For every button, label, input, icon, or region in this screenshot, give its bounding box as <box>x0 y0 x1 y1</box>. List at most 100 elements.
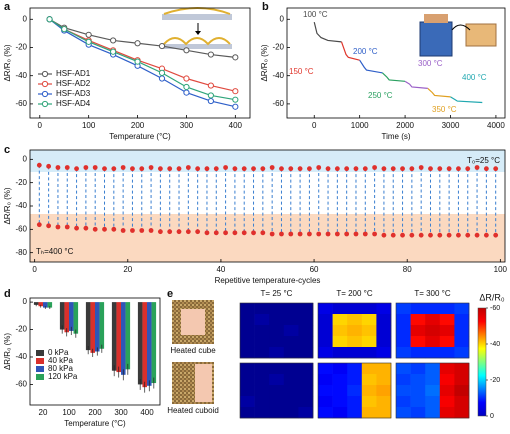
x-tick-label: 2000 <box>396 121 414 130</box>
y-axis-label: ΔR/R₀ (%) <box>3 333 12 370</box>
heatmap-cell <box>298 325 314 337</box>
heatmap-cell <box>240 407 255 419</box>
heatmap-cell <box>254 363 270 375</box>
data-point <box>102 226 107 232</box>
data-point <box>232 230 238 236</box>
data-point <box>158 69 166 76</box>
data-point <box>61 26 68 33</box>
data-point <box>120 228 126 233</box>
heatmap-cell <box>332 336 348 348</box>
heatmap-cell <box>332 396 348 408</box>
heatmap-cell <box>361 303 377 315</box>
heatmap-cell <box>439 347 455 359</box>
heatmap-cell <box>269 385 285 397</box>
x-tick-label: 20 <box>123 265 132 274</box>
data-point <box>446 232 452 238</box>
heatmap-cell <box>425 314 441 326</box>
data-point <box>269 165 275 170</box>
curve-annotation: 350 °C <box>432 105 457 114</box>
heatmap-cell <box>410 347 426 359</box>
heatmap-cell <box>332 347 348 359</box>
heatmap-cell <box>376 347 392 359</box>
heatmap-cell <box>318 314 333 326</box>
heatmap-cell <box>396 325 411 337</box>
heatmap-cell <box>410 385 426 397</box>
x-tick-label: 200 <box>88 408 102 417</box>
curve-annotation: 250 °C <box>368 91 393 100</box>
data-point <box>55 165 61 170</box>
bar <box>90 302 95 353</box>
heatmap-cell <box>396 407 411 419</box>
data-point <box>134 58 141 65</box>
heatmap-cell <box>454 396 470 408</box>
data-point <box>46 16 53 23</box>
data-point <box>111 166 117 172</box>
data-point <box>183 47 190 54</box>
bar <box>69 302 74 331</box>
heatmap-cell <box>439 385 455 397</box>
legend-swatch <box>36 350 44 356</box>
bar <box>151 302 157 384</box>
heatmap-cell <box>376 325 392 337</box>
data-point <box>307 231 312 237</box>
heatmap-cell <box>240 303 255 315</box>
heatmap-cell <box>376 374 392 386</box>
heatmap-cell <box>269 363 285 375</box>
x-tick-label: 60 <box>310 265 319 274</box>
heatmap-cell <box>240 347 255 359</box>
heatmap-cell <box>410 396 426 408</box>
x-axis-label: Repetitive temperature-cycles <box>215 276 321 285</box>
legend-marker <box>41 80 49 88</box>
bar <box>137 302 143 385</box>
y-tick-label: 0 <box>23 154 28 163</box>
heatmap-cell <box>283 336 299 348</box>
bar <box>125 302 131 370</box>
photo-cube <box>172 300 214 344</box>
panel-label: c <box>4 144 10 156</box>
x-tick-label: 3000 <box>442 121 460 130</box>
heatmap-cell <box>254 325 270 337</box>
data-point <box>157 229 163 235</box>
data-point <box>456 166 461 172</box>
data-point <box>157 166 163 172</box>
data-point <box>204 230 210 236</box>
series-line <box>313 21 342 43</box>
data-point <box>316 165 322 170</box>
bar <box>95 302 100 352</box>
heatmap-cell <box>254 407 270 419</box>
data-point <box>279 166 284 172</box>
heatmap-cell <box>454 385 470 397</box>
data-point <box>148 228 154 233</box>
heatmap-cell <box>298 303 314 315</box>
curve-annotation: 300 °C <box>418 59 443 68</box>
data-point <box>92 226 98 232</box>
data-point <box>64 165 70 170</box>
heatmap-cell <box>318 336 333 348</box>
x-tick-label: 0 <box>312 121 317 130</box>
bar <box>47 302 53 308</box>
y-axis-label: ΔR/R₀ (%) <box>3 187 12 224</box>
data-point <box>195 166 201 172</box>
heatmap-cell <box>332 407 348 419</box>
y-tick-label: -20 <box>15 325 27 334</box>
heatmap-cell <box>332 385 348 397</box>
data-point <box>111 226 117 232</box>
heatmap-cell <box>254 396 270 408</box>
data-point <box>46 163 52 169</box>
data-point <box>362 231 368 237</box>
data-point <box>279 231 284 237</box>
heatmap-cell <box>425 325 441 337</box>
heatmap-cell <box>269 325 285 337</box>
data-point <box>418 165 424 170</box>
data-point <box>409 166 415 172</box>
heatmap-cell <box>298 374 314 386</box>
legend-label: HSF-AD3 <box>56 89 91 98</box>
legend-label: 40 kPa <box>48 356 73 365</box>
data-point <box>344 166 350 172</box>
bar <box>111 302 117 371</box>
x-tick-label: 0 <box>32 265 37 274</box>
bar <box>43 302 48 308</box>
heatmap-cell <box>269 336 285 348</box>
heatmap-cell <box>396 336 411 348</box>
